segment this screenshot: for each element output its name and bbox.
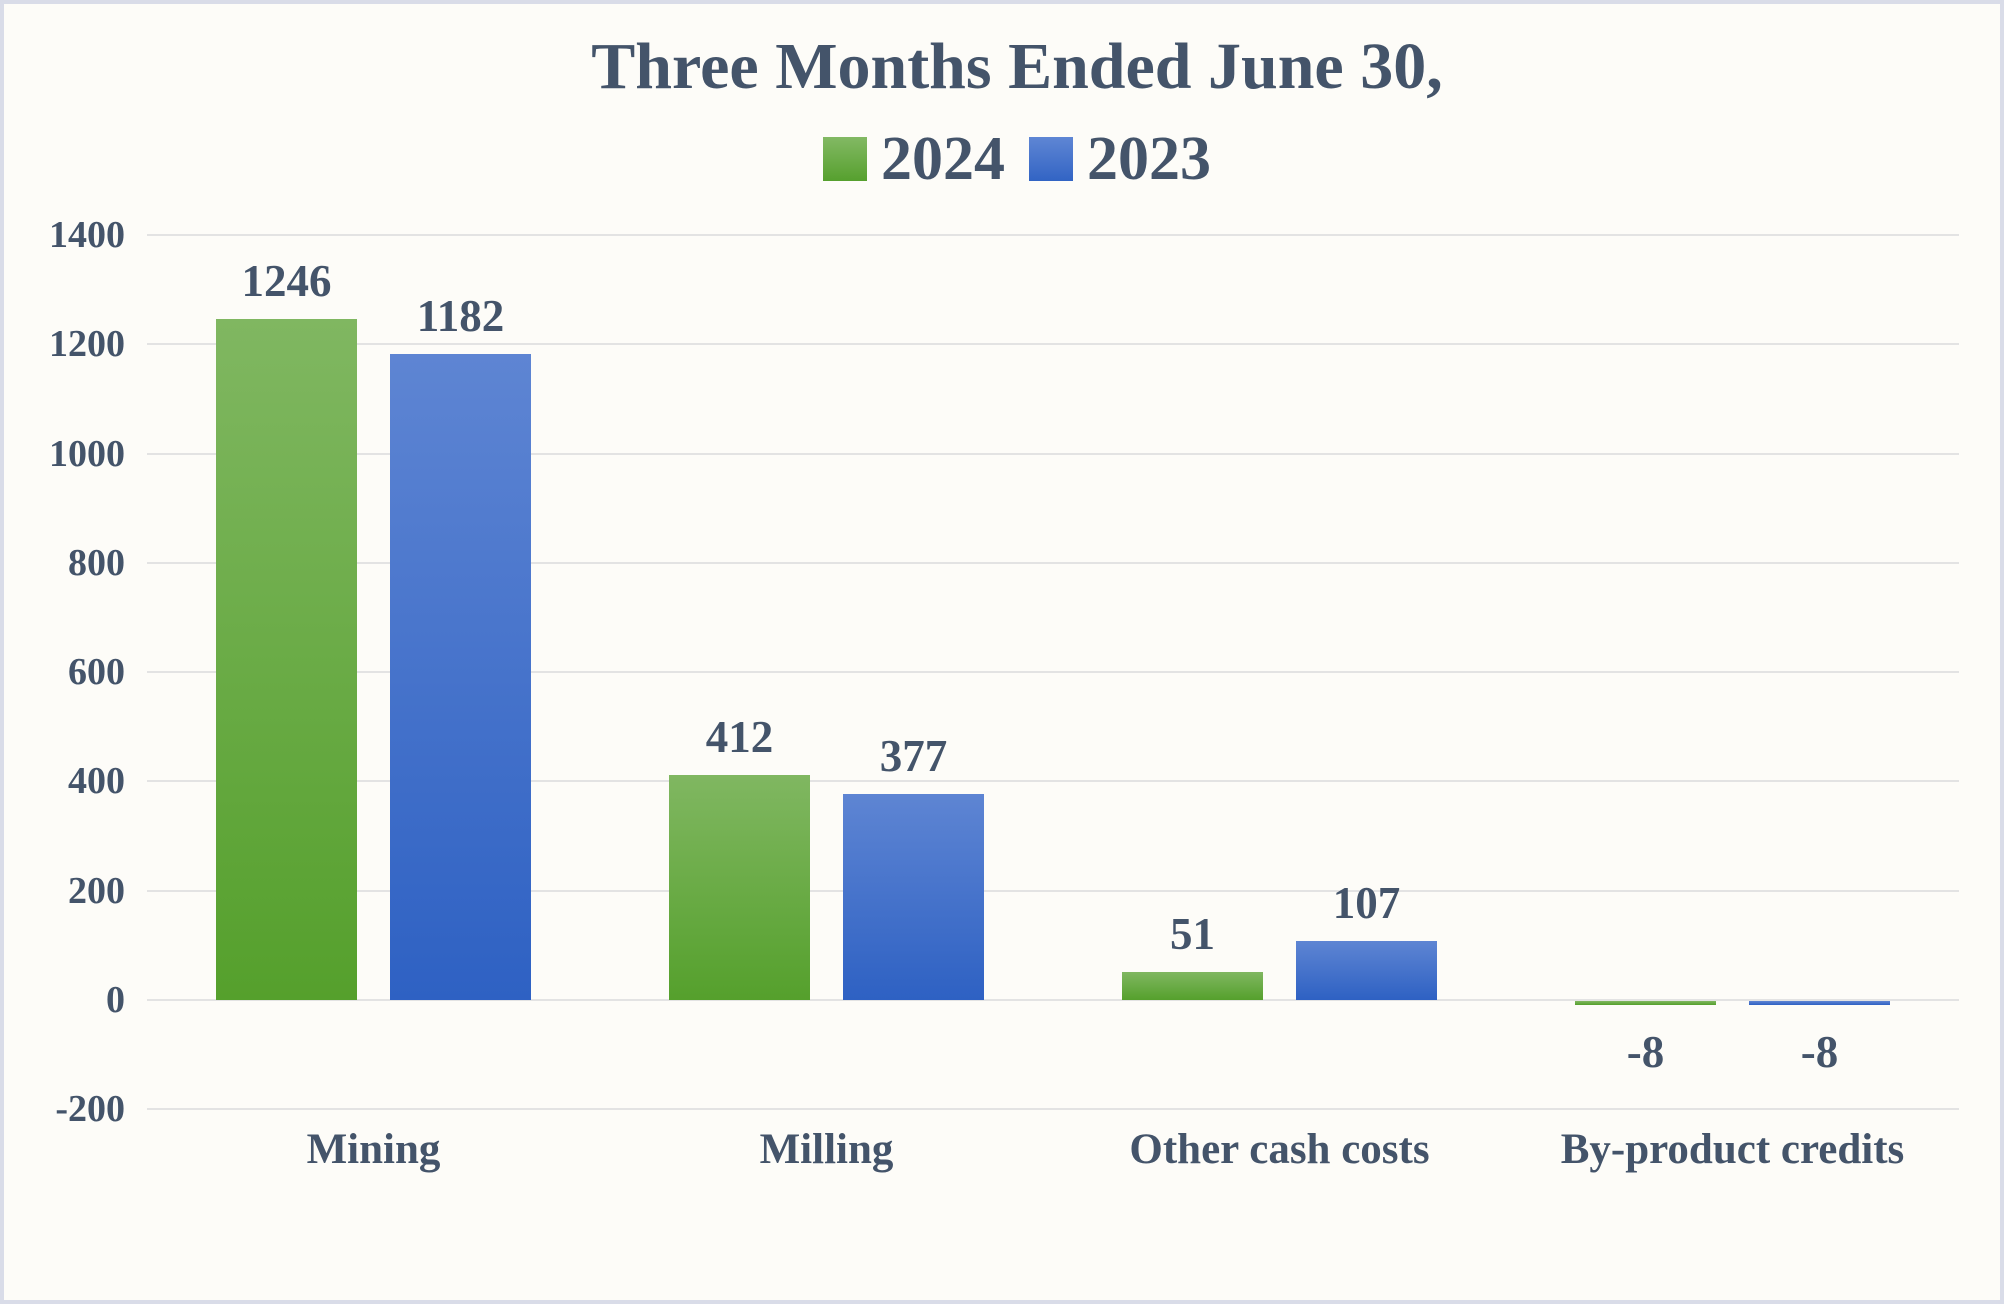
y-tick-label-600: 600 [68,651,125,693]
chart-legend: 2024 2023 [4,124,2000,194]
bar-2023-other-cash-costs [1296,941,1437,1000]
gridline--200 [147,1108,1959,1110]
y-axis: 1400 1200 1000 800 600 400 200 0 -200 [4,214,125,1130]
gridline-1200 [147,343,1959,346]
legend-swatch-2024 [823,137,867,181]
value-label-2024-other-cash-costs: 51 [1170,908,1215,959]
value-label-2024-milling: 412 [705,711,774,762]
value-label-2023-mining: 1182 [416,291,505,342]
y-tick-label-1200: 1200 [49,323,125,366]
y-tick-label--200: -200 [55,1088,125,1130]
y-tick-label-1000: 1000 [49,432,125,475]
value-label-2024-by-product-credits: -8 [1626,1027,1665,1078]
bar-2023-mining [390,354,531,1000]
y-tick-label-800: 800 [68,541,125,584]
y-tick-label-0: 0 [106,978,125,1021]
value-label-2023-other-cash-costs: 107 [1332,878,1401,929]
legend-swatch-2023 [1029,137,1073,181]
legend-item-2023: 2023 [1029,124,1211,194]
x-tick-label-other-cash-costs: Other cash costs [1129,1126,1430,1173]
legend-label-2024: 2024 [881,125,1005,193]
bar-2024-other-cash-costs [1122,971,1263,1000]
bar-2023-by-product-credits [1749,1000,1890,1006]
value-label-2023-by-product-credits: -8 [1800,1027,1839,1078]
y-tick-label-200: 200 [68,869,125,912]
bar-2024-mining [216,319,357,1000]
x-tick-label-mining: Mining [306,1126,441,1173]
bar-2024-by-product-credits [1575,1000,1716,1006]
gridline-0 [147,998,1959,1001]
x-tick-label-by-product-credits: By-product credits [1560,1126,1905,1173]
x-tick-label-milling: Milling [759,1126,894,1173]
legend-item-2024: 2024 [823,124,1005,194]
gridline-400 [147,780,1959,783]
y-tick-label-1400: 1400 [49,214,125,256]
chart-title: Three Months Ended June 30, [591,30,1443,103]
gridline-1400 [147,234,1959,236]
bar-2024-milling [669,774,810,1000]
plot-area: 1246 1182 412 377 51 107 -8 -8 [147,234,1959,1110]
x-axis: Mining Milling Other cash costs By-product … [147,1109,1959,1199]
value-label-2024-mining: 1246 [241,256,332,307]
gridline-600 [147,671,1959,673]
gridline-1000 [147,452,1959,455]
gridline-200 [147,889,1959,892]
gridline-800 [147,561,1959,564]
bar-2023-milling [843,793,984,1000]
y-tick-label-400: 400 [68,760,125,803]
legend-label-2023: 2023 [1087,125,1211,193]
value-label-2023-milling: 377 [879,730,948,781]
